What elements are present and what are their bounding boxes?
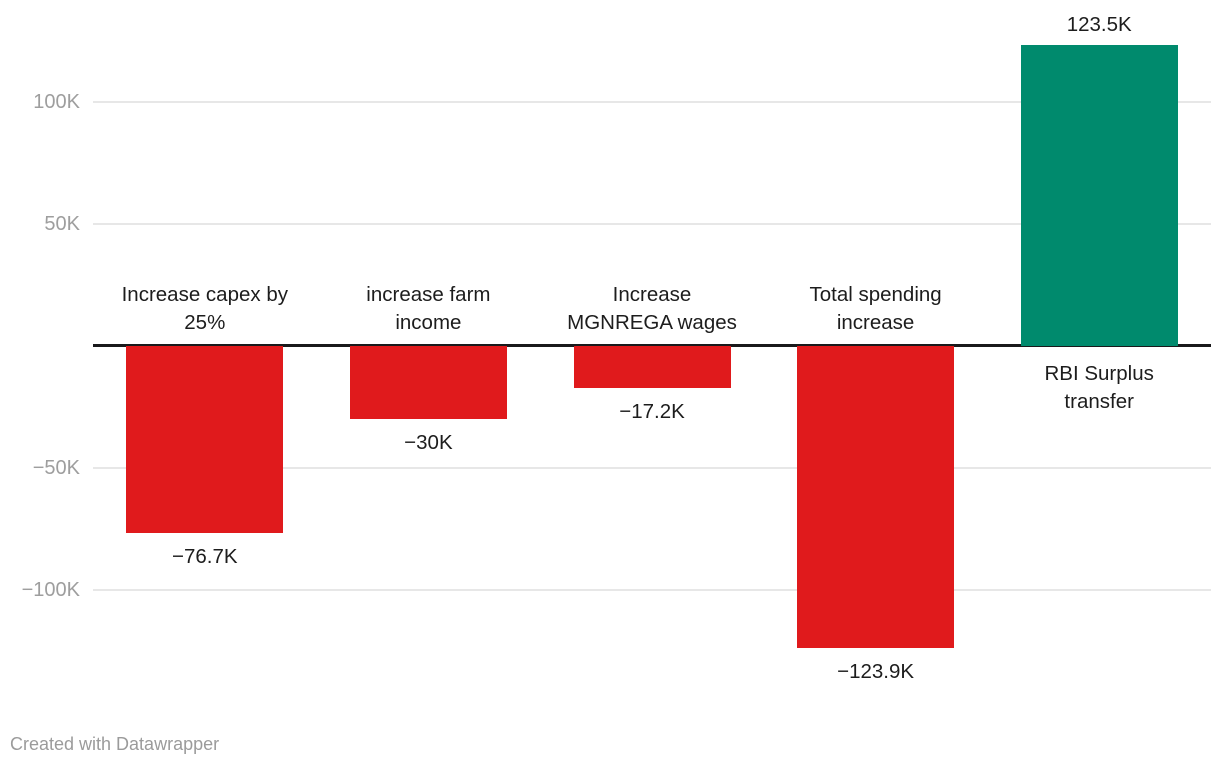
gridline-−50K xyxy=(93,467,1211,469)
category-label-2: increase farm income xyxy=(366,283,491,334)
bar-3 xyxy=(573,346,731,388)
y-tick-label: 50K xyxy=(44,213,80,235)
y-tick-label: −50K xyxy=(32,457,80,479)
category-label-1: Increase capex by 25% xyxy=(121,283,288,334)
category-label-4: Total spending increase xyxy=(809,283,942,334)
bar-4 xyxy=(797,346,955,649)
y-tick-label: 100K xyxy=(33,91,80,113)
gridline-−100K xyxy=(93,589,1211,591)
gridline-100K xyxy=(93,101,1211,103)
bar-5 xyxy=(1020,44,1178,346)
gridline-50K xyxy=(93,223,1211,225)
value-label-1: −76.7K xyxy=(172,545,238,569)
bar-1 xyxy=(126,346,284,534)
category-label-3: Increase MGNREGA wages xyxy=(567,283,737,334)
bar-2 xyxy=(349,346,507,420)
y-tick-label: −100K xyxy=(21,579,80,601)
value-label-2: −30K xyxy=(404,431,453,455)
value-label-4: −123.9K xyxy=(837,660,915,684)
zero-baseline xyxy=(93,344,1211,347)
value-label-3: −17.2K xyxy=(619,399,685,423)
value-label-5: 123.5K xyxy=(1066,12,1132,36)
datawrapper-credit-link[interactable]: Created with Datawrapper xyxy=(10,734,220,754)
category-label-5: RBI Surplus transfer xyxy=(1044,362,1154,413)
